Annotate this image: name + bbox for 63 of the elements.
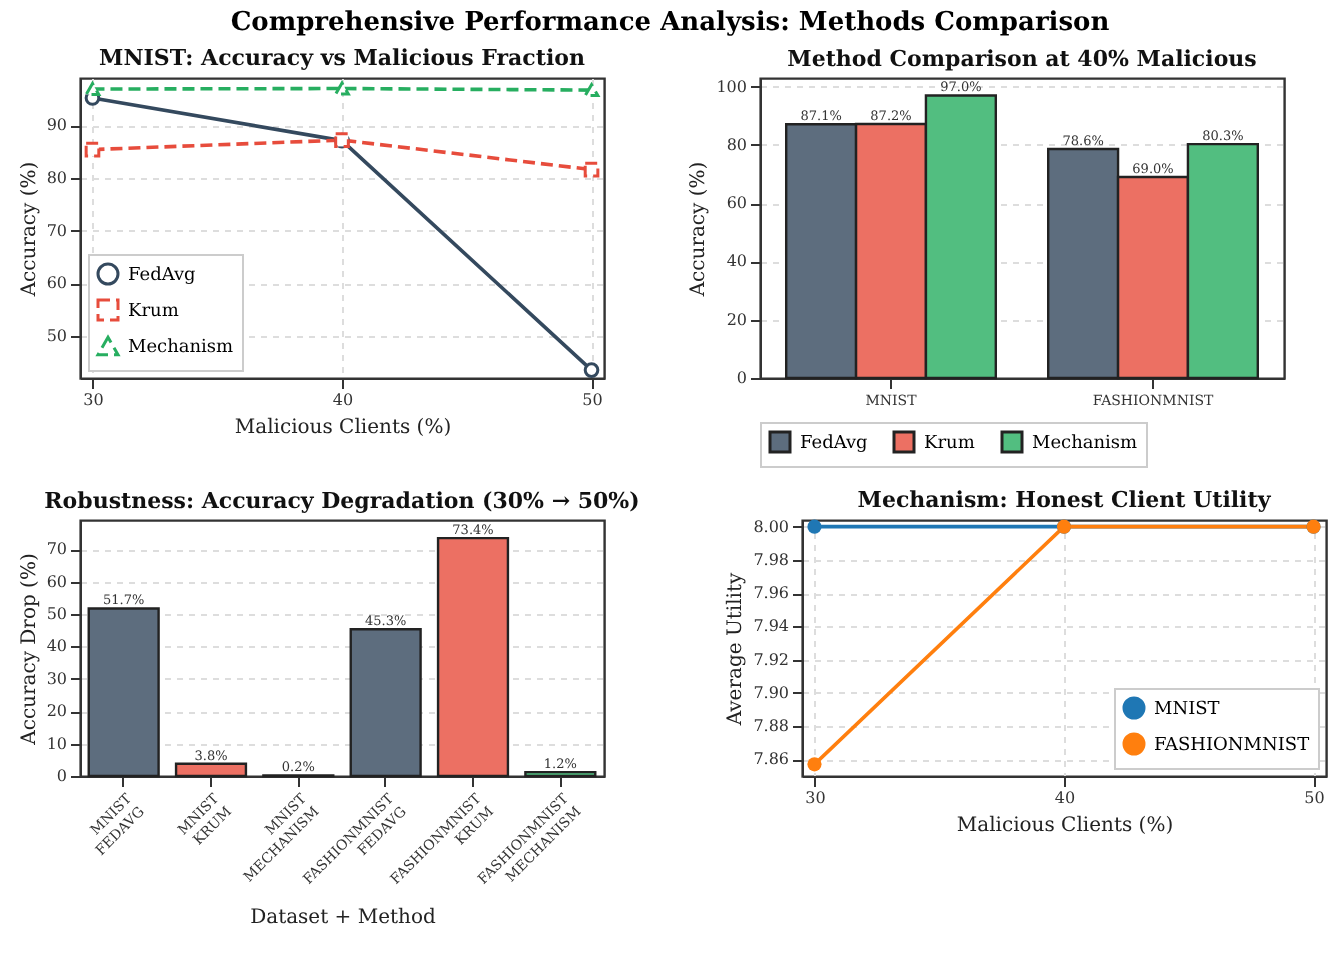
y-tick-label: 8.00: [753, 517, 789, 536]
x-tick-label: 40: [332, 391, 354, 409]
bar: [87, 607, 160, 778]
y-tick-label: 30: [46, 669, 67, 688]
y-tick-label: 7.86: [753, 750, 789, 769]
y-tick-label: 7.98: [753, 550, 789, 569]
x-tick-label: 30: [805, 789, 826, 807]
y-axis-title: Accuracy Drop (%): [18, 553, 41, 747]
text: Comprehensive Performance Analysis: Methods Comparison: [228, 8, 1112, 40]
x-axis-title: Dataset + Method: [250, 906, 437, 929]
y-axis-title: Accuracy (%): [688, 161, 711, 299]
point: [334, 81, 350, 96]
bar: [349, 628, 422, 778]
point: [583, 362, 600, 378]
x-tick-label: 40: [1054, 789, 1076, 807]
legend-label: FedAvg: [800, 434, 869, 454]
y-tick-label: 70: [46, 221, 67, 240]
y-tick-label: 50: [46, 326, 67, 345]
chart-title: Method Comparison at 40% Malicious: [787, 46, 1257, 72]
y-tick-label: 7.90: [753, 683, 789, 702]
bar: [174, 762, 248, 778]
legend-label: Krum: [128, 302, 180, 322]
y-tick-label: 60: [46, 274, 67, 293]
x-tick-label: 50: [1304, 789, 1325, 807]
y-tick-label: 7.88: [753, 717, 789, 736]
legend-label: MNIST: [1154, 700, 1220, 720]
y-tick-label: 7.92: [753, 650, 789, 669]
chart-title: Mechanism: Honest Client Utility: [857, 486, 1272, 513]
legend-label: FASHIONMNIST: [1154, 736, 1310, 756]
x-axis-title: Malicious Clients (%): [956, 815, 1174, 837]
point: [583, 161, 600, 178]
y-tick-label: 7.96: [753, 584, 789, 603]
point: [84, 141, 101, 158]
y-tick-label: 60: [46, 572, 67, 591]
y-axis-title: Accuracy (%): [18, 161, 41, 299]
y-tick-label: 20: [46, 702, 67, 721]
y-tick-label: 90: [46, 116, 67, 135]
y-tick-label: 80: [46, 169, 67, 187]
y-tick-label: 80: [726, 135, 747, 154]
point: [84, 82, 101, 97]
y-tick-label: 70: [46, 540, 67, 559]
y-tick-label: 40: [46, 637, 67, 656]
legend-label: FedAvg: [128, 266, 197, 286]
point: [583, 83, 600, 98]
legend-label: Mechanism: [128, 338, 235, 358]
legend-label: Krum: [924, 434, 976, 454]
y-tick-label: 100: [716, 77, 747, 96]
y-tick-label: 7.94: [753, 617, 789, 636]
y-tick-label: 40: [726, 252, 747, 271]
y-tick-label: 0: [56, 767, 67, 785]
y-tick-label: 60: [726, 194, 747, 213]
y-tick-label: 20: [726, 310, 747, 329]
x-axis-title: Malicious Clients (%): [234, 417, 452, 439]
y-tick-label: 50: [46, 604, 67, 623]
chart-title: MNIST: Accuracy vs Malicious Fraction: [99, 45, 585, 72]
chart-title: Robustness: Accuracy Degradation (30% → 50%): [44, 488, 640, 514]
x-tick-label: 30: [83, 391, 104, 409]
x-tick-label: 50: [582, 391, 603, 409]
y-axis-title: Average Utility: [725, 571, 748, 728]
legend-label: Mechanism: [1032, 434, 1139, 454]
y-tick-label: 10: [46, 734, 67, 753]
y-tick-label: 0: [736, 369, 747, 387]
bar: [436, 536, 510, 778]
